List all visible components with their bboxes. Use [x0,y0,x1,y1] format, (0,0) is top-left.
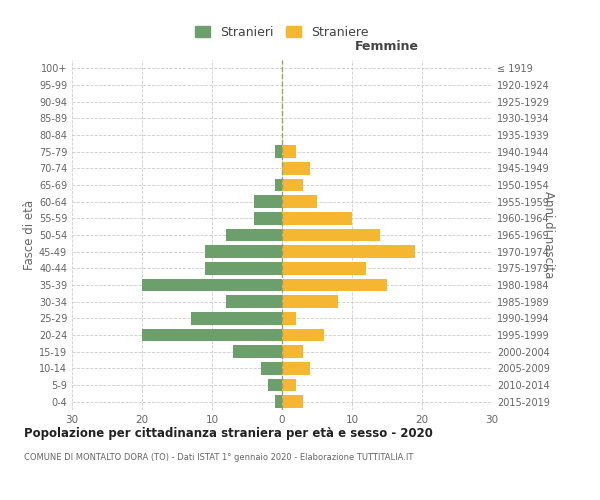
Bar [142,279,282,291]
Bar [254,212,282,224]
Bar [275,146,282,158]
Bar [282,262,366,274]
Text: Popolazione per cittadinanza straniera per età e sesso - 2020: Popolazione per cittadinanza straniera p… [24,428,433,440]
Bar [282,212,352,224]
Bar [282,396,303,408]
Bar [282,329,324,341]
Bar [282,346,303,358]
Bar [282,296,338,308]
Bar [282,146,296,158]
Bar [205,262,282,274]
Bar [282,362,310,374]
Y-axis label: Fasce di età: Fasce di età [23,200,36,270]
Bar [282,162,310,174]
Bar [254,196,282,208]
Legend: Stranieri, Straniere: Stranieri, Straniere [190,21,374,44]
Bar [226,296,282,308]
Bar [282,379,296,391]
Bar [205,246,282,258]
Bar [142,329,282,341]
Y-axis label: Anni di nascita: Anni di nascita [542,192,555,278]
Bar [191,312,282,324]
Bar [282,179,303,192]
Bar [275,396,282,408]
Bar [282,312,296,324]
Bar [282,229,380,241]
Bar [275,179,282,192]
Bar [282,246,415,258]
Text: COMUNE DI MONTALTO DORA (TO) - Dati ISTAT 1° gennaio 2020 - Elaborazione TUTTITA: COMUNE DI MONTALTO DORA (TO) - Dati ISTA… [24,452,413,462]
Text: Femmine: Femmine [355,40,419,53]
Bar [268,379,282,391]
Bar [261,362,282,374]
Bar [226,229,282,241]
Bar [282,279,387,291]
Bar [282,196,317,208]
Bar [233,346,282,358]
